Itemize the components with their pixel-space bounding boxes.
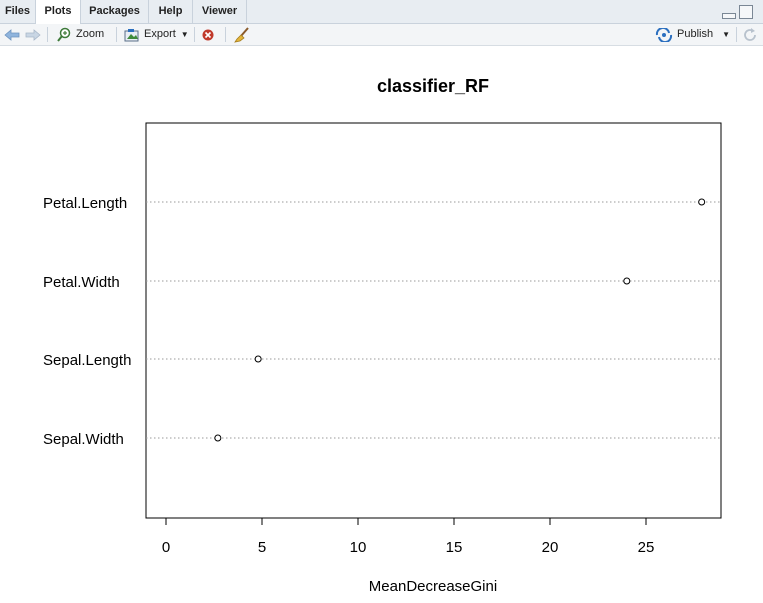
x-tick-label: 10 bbox=[350, 539, 367, 556]
window-controls bbox=[719, 5, 753, 23]
tab-viewer[interactable]: Viewer bbox=[193, 0, 247, 23]
data-point bbox=[254, 355, 262, 363]
x-tick-label: 5 bbox=[258, 539, 266, 556]
plot-frame bbox=[145, 122, 722, 519]
broom-icon bbox=[234, 26, 249, 43]
category-label: Petal.Width bbox=[43, 274, 120, 291]
arrow-left-icon bbox=[4, 28, 20, 41]
clear-all-button[interactable] bbox=[234, 24, 250, 45]
x-tick-label: 20 bbox=[542, 539, 559, 556]
minimize-button[interactable] bbox=[722, 13, 736, 19]
export-icon bbox=[124, 28, 139, 41]
publish-button[interactable]: Publish ▼ bbox=[655, 24, 730, 45]
refresh-button[interactable] bbox=[742, 24, 758, 45]
forward-button[interactable] bbox=[25, 24, 41, 45]
x-tick-label: 25 bbox=[638, 539, 655, 556]
data-point bbox=[698, 198, 706, 206]
export-button[interactable]: Export ▼ bbox=[124, 24, 189, 45]
category-label: Petal.Length bbox=[43, 195, 127, 212]
x-tick-label: 0 bbox=[162, 539, 170, 556]
export-label: Export bbox=[144, 28, 176, 40]
refresh-icon bbox=[744, 27, 756, 41]
category-label: Sepal.Width bbox=[43, 431, 124, 448]
tab-help[interactable]: Help bbox=[149, 0, 193, 23]
x-tick-label: 15 bbox=[446, 539, 463, 556]
clear-icon bbox=[202, 29, 214, 40]
chart-title: classifier_RF bbox=[377, 76, 489, 96]
tab-bar: Files Plots Packages Help Viewer bbox=[0, 0, 763, 24]
chevron-down-icon: ▼ bbox=[722, 30, 730, 39]
zoom-label: Zoom bbox=[76, 28, 105, 40]
back-button[interactable] bbox=[4, 24, 20, 45]
category-label: Sepal.Length bbox=[43, 352, 131, 369]
plot-area: classifier_RF Petal.Length Petal.Width Sep… bbox=[43, 76, 722, 595]
tab-plots[interactable]: Plots bbox=[36, 0, 81, 24]
data-point bbox=[623, 277, 631, 285]
chevron-down-icon: ▼ bbox=[180, 30, 189, 39]
x-axis-label: MeanDecreaseGini bbox=[369, 578, 497, 595]
publish-label: Publish bbox=[677, 28, 714, 40]
arrow-right-icon bbox=[25, 28, 41, 41]
tab-files[interactable]: Files bbox=[0, 0, 36, 23]
tab-packages[interactable]: Packages bbox=[81, 0, 149, 23]
maximize-button[interactable] bbox=[739, 5, 753, 19]
plots-toolbar: Zoom Export ▼ Publish ▼ bbox=[0, 24, 763, 46]
publish-icon bbox=[655, 27, 673, 42]
zoom-button[interactable]: Zoom bbox=[56, 24, 104, 45]
data-point bbox=[214, 434, 222, 442]
remove-plot-button[interactable] bbox=[201, 24, 215, 45]
zoom-icon bbox=[57, 27, 71, 42]
